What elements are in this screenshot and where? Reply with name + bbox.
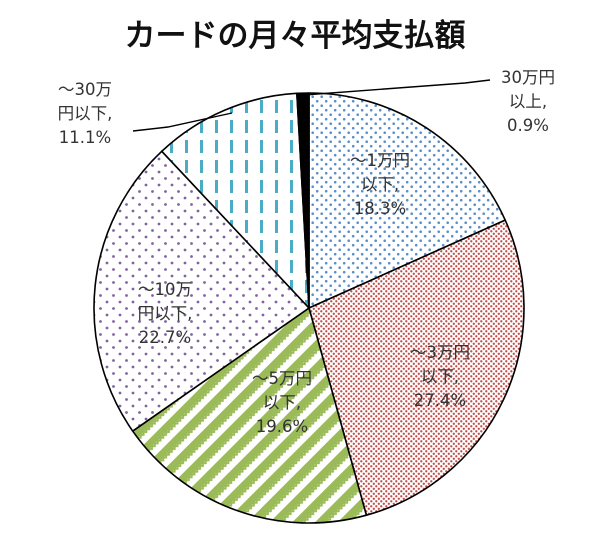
pie-slice-6: [296, 92, 310, 309]
slice-label-line: 以上,: [509, 92, 547, 111]
slice-label-line: 〜1万円: [350, 151, 410, 170]
slice-label-line: 以下,: [421, 367, 459, 386]
slice-label-line: 円以下,: [58, 104, 113, 123]
slice-label-line: 22.7%: [139, 328, 191, 347]
slice-label-line: 11.1%: [59, 128, 111, 147]
pie-slice-1: [308, 92, 507, 309]
slice-label-line: 19.6%: [256, 417, 308, 436]
slice-label-4: 〜10万円以下, 22.7%: [138, 280, 193, 347]
slice-label-line: 27.4%: [414, 391, 466, 410]
pie-slice-2: [308, 219, 525, 516]
slice-label-line: 〜10万: [138, 280, 192, 299]
leader-lines: [132, 79, 491, 132]
leader-line-5: [132, 112, 233, 132]
slice-label-line: 〜3万円: [410, 343, 470, 362]
slice-label-line: 18.3%: [354, 199, 406, 218]
slice-label-2: 〜3万円以下, 27.4%: [410, 343, 470, 410]
pie-slice-3: [131, 307, 368, 524]
leader-line-6: [303, 79, 491, 96]
slice-label-3: 〜5万円以下, 19.6%: [252, 369, 312, 436]
pie-slice-5: [161, 92, 310, 309]
slice-label-line: 0.9%: [507, 116, 549, 135]
slice-label-1: 〜1万円以下, 18.3%: [350, 151, 410, 218]
slice-label-line: 以下,: [263, 393, 301, 412]
slice-label-6: 30万円以上, 0.9%: [501, 68, 555, 135]
slice-label-5: 〜30万円以下, 11.1%: [58, 80, 113, 147]
slice-label-line: 30万円: [501, 68, 555, 87]
slice-label-line: 円以下,: [138, 304, 193, 323]
chart-title: カードの月々平均支払額: [125, 18, 466, 54]
slice-label-line: 以下,: [361, 175, 399, 194]
pie-slice-4: [93, 150, 310, 432]
slice-label-line: 〜5万円: [252, 369, 312, 388]
slice-label-line: 〜30万: [58, 80, 112, 99]
slice-labels: 〜1万円以下, 18.3%〜3万円以下, 27.4%〜5万円以下, 19.6%〜10万…: [58, 68, 555, 436]
pie-slices: [93, 92, 525, 524]
